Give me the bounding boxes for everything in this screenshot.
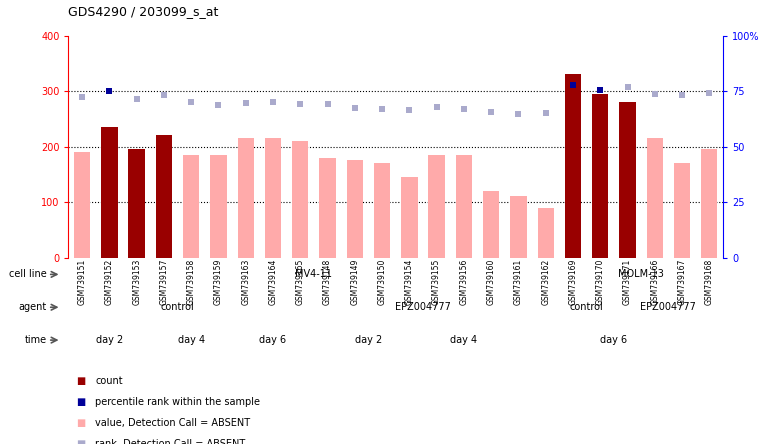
Bar — [483, 191, 499, 258]
Bar — [265, 138, 281, 258]
Text: value, Detection Call = ABSENT: value, Detection Call = ABSENT — [95, 418, 250, 428]
Text: ■: ■ — [76, 397, 85, 407]
Text: day 2: day 2 — [355, 335, 382, 345]
Text: rank, Detection Call = ABSENT: rank, Detection Call = ABSENT — [95, 440, 245, 444]
Bar — [292, 141, 308, 258]
Bar — [428, 155, 444, 258]
Text: agent: agent — [18, 302, 46, 312]
Text: percentile rank within the sample: percentile rank within the sample — [95, 397, 260, 407]
Bar — [565, 75, 581, 258]
Text: MV4-11: MV4-11 — [295, 270, 333, 279]
Bar — [456, 155, 472, 258]
Text: day 6: day 6 — [260, 335, 287, 345]
Text: day 4: day 4 — [451, 335, 477, 345]
Text: control: control — [161, 302, 195, 312]
Text: day 6: day 6 — [600, 335, 627, 345]
Text: EPZ004777: EPZ004777 — [395, 302, 451, 312]
Bar — [619, 102, 635, 258]
Bar — [592, 94, 609, 258]
Text: count: count — [95, 376, 123, 385]
Text: time: time — [24, 335, 46, 345]
Bar — [673, 163, 690, 258]
Bar — [401, 177, 418, 258]
Text: GDS4290 / 203099_s_at: GDS4290 / 203099_s_at — [68, 5, 219, 18]
Text: ■: ■ — [76, 418, 85, 428]
Text: day 4: day 4 — [177, 335, 205, 345]
Bar — [129, 149, 145, 258]
Text: EPZ004777: EPZ004777 — [641, 302, 696, 312]
Bar — [510, 197, 527, 258]
Bar — [647, 138, 663, 258]
Bar — [374, 163, 390, 258]
Text: day 2: day 2 — [96, 335, 123, 345]
Bar — [346, 160, 363, 258]
Text: ■: ■ — [76, 376, 85, 385]
Bar — [156, 135, 172, 258]
Bar — [74, 152, 91, 258]
Bar — [210, 155, 227, 258]
Text: cell line: cell line — [9, 270, 46, 279]
Text: ■: ■ — [76, 440, 85, 444]
Bar — [183, 155, 199, 258]
Text: control: control — [570, 302, 603, 312]
Bar — [537, 208, 554, 258]
Bar — [701, 149, 718, 258]
Bar — [101, 127, 117, 258]
Text: MOLM-13: MOLM-13 — [618, 270, 664, 279]
Bar — [237, 138, 254, 258]
Bar — [320, 158, 336, 258]
